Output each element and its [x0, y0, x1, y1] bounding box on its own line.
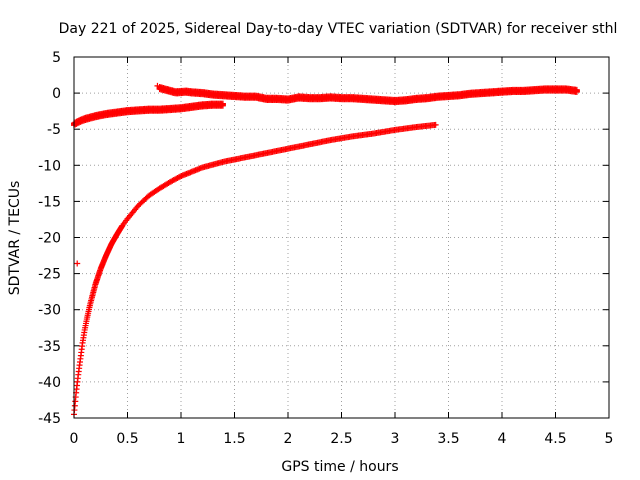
- y-tick-label: -25: [38, 267, 61, 283]
- y-tick-label: -15: [38, 194, 61, 210]
- y-tick-label: -10: [38, 158, 61, 174]
- x-tick-label: 2: [284, 431, 293, 447]
- y-tick-label: -20: [38, 231, 61, 247]
- y-axis-label: SDTVAR / TECUs: [7, 181, 23, 296]
- x-tick-label: 0.5: [116, 431, 138, 447]
- x-tick-label: 3: [391, 431, 400, 447]
- data-point: [573, 89, 580, 96]
- x-axis-label: GPS time / hours: [281, 459, 398, 475]
- data-point: [219, 102, 226, 109]
- data-points: [71, 82, 580, 418]
- data-point: [432, 121, 439, 128]
- x-tick-label: 1.5: [223, 431, 245, 447]
- y-tick-label: 0: [52, 86, 61, 102]
- x-tick-label: 3.5: [437, 431, 459, 447]
- x-tick-label: 1: [177, 431, 186, 447]
- y-tick-label: -40: [38, 375, 61, 391]
- x-tick-label: 0: [70, 431, 79, 447]
- grid: [74, 57, 609, 418]
- chart-title: Day 221 of 2025, Sidereal Day-to-day VTE…: [59, 21, 618, 37]
- data-point: [74, 260, 81, 267]
- x-tick-label: 4: [498, 431, 507, 447]
- plot-frame: [73, 56, 610, 419]
- y-tick-label: -45: [38, 411, 61, 427]
- y-tick-label: -30: [38, 303, 61, 319]
- data-point: [154, 82, 161, 89]
- x-tick-label: 4.5: [544, 431, 566, 447]
- x-tick-label: 2.5: [330, 431, 352, 447]
- x-tick-label: 5: [605, 431, 614, 447]
- y-tick-label: -35: [38, 339, 61, 355]
- y-tick-label: 5: [52, 50, 61, 66]
- y-tick-label: -5: [47, 122, 61, 138]
- axis-ticks: [73, 56, 610, 419]
- axis-tick-labels: 0 0.5 1 1.5 2 2.5 3 3.5 4 4.5 5 5 0 -5 -10 -15 -20 -25 -30…: [38, 50, 613, 447]
